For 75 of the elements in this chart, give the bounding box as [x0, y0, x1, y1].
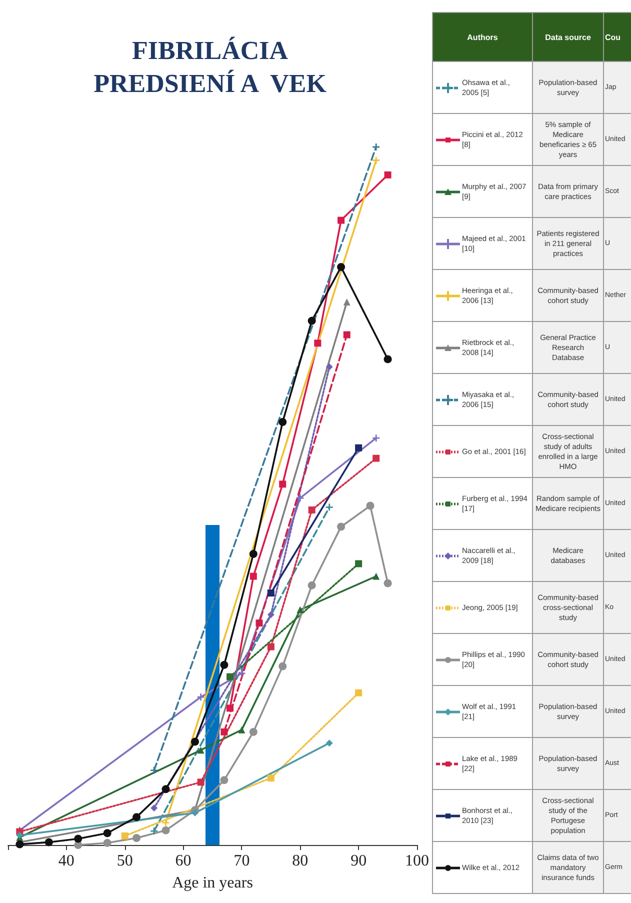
point: [343, 331, 350, 338]
point: [326, 363, 333, 370]
point: [220, 728, 228, 736]
point: [314, 340, 322, 347]
point: [355, 689, 362, 696]
point: [267, 643, 274, 650]
x-axis-title: Age in years: [172, 874, 253, 892]
point: [238, 726, 246, 734]
point: [74, 834, 82, 843]
point: [372, 572, 380, 580]
point: [308, 581, 316, 590]
point: [162, 785, 170, 794]
point: [197, 746, 204, 754]
point: [308, 506, 316, 514]
point: [384, 579, 392, 588]
point: [220, 660, 228, 669]
point: [197, 778, 204, 786]
point: [372, 144, 380, 150]
point: [162, 819, 170, 826]
point: [355, 444, 362, 452]
point: [220, 776, 228, 784]
chart-title: FIBRILÁCIA PREDSIENÍ A VEK: [92, 35, 328, 100]
point: [197, 694, 204, 701]
point: [338, 216, 345, 224]
point: [132, 834, 141, 842]
point: [366, 502, 374, 510]
text: Authors: [432, 12, 532, 62]
point: [121, 832, 128, 840]
x-tick-label: 50: [116, 852, 133, 870]
x-tick-label: 70: [234, 852, 250, 870]
point: [256, 620, 263, 627]
x-tick-label: 60: [175, 852, 192, 870]
point: [238, 670, 246, 677]
point: [132, 813, 141, 822]
text: Data source: [532, 12, 604, 62]
point: [278, 418, 287, 426]
point: [150, 766, 158, 774]
x-tick-label: 90: [350, 852, 367, 870]
point: [267, 590, 274, 597]
point: [326, 504, 333, 511]
point: [103, 838, 112, 847]
point: [226, 673, 234, 680]
point: [191, 809, 198, 816]
point: [267, 774, 274, 782]
point: [355, 560, 362, 568]
point: [372, 434, 380, 442]
point: [343, 298, 350, 306]
point: [278, 662, 287, 670]
point: [384, 171, 392, 178]
point: [44, 838, 53, 846]
point: [384, 355, 392, 364]
point: [279, 480, 286, 488]
point: [190, 738, 199, 746]
point: [308, 316, 316, 325]
text: Cou: [604, 12, 631, 62]
point: [150, 828, 158, 835]
point: [267, 611, 274, 618]
point: [372, 454, 380, 462]
point: [296, 494, 304, 502]
point: [296, 606, 304, 614]
point: [226, 704, 234, 712]
point: [103, 829, 112, 838]
point: [337, 522, 346, 531]
x-tick-label: 100: [405, 852, 429, 870]
point: [249, 728, 258, 736]
point: [372, 156, 380, 164]
point: [16, 840, 24, 848]
point: [337, 263, 346, 272]
point: [326, 740, 333, 747]
x-tick-label: 80: [292, 852, 308, 870]
point: [162, 826, 170, 834]
x-tick-label: 40: [58, 852, 74, 870]
point: [150, 804, 158, 812]
point: [249, 550, 258, 558]
point: [250, 572, 257, 580]
